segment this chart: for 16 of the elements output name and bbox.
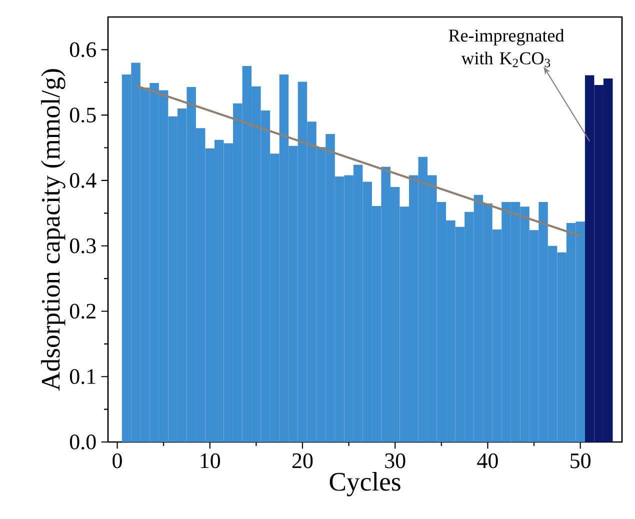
y-tick-label: 0.3 — [70, 238, 96, 254]
x-tick-label: 50 — [570, 453, 590, 468]
x-tick-label: 10 — [200, 453, 220, 468]
y-tick-label: 0.6 — [70, 42, 96, 58]
y-tick-label: 0.0 — [70, 434, 96, 450]
annotation: Re-impregnated with K$_{2}$CO$_{3}$ — [448, 29, 564, 68]
x-tick-label: 0 — [112, 453, 122, 468]
y-axis-title: Adsorption capacity (mmol/g) — [41, 69, 66, 391]
y-tick-label: 0.5 — [70, 108, 96, 123]
y-tick-label: 0.4 — [70, 172, 96, 188]
x-tick-label: 30 — [385, 453, 406, 468]
x-tick-label: 20 — [292, 453, 313, 468]
y-tick-label: 0.1 — [70, 369, 96, 384]
y-tick-label: 0.2 — [70, 304, 96, 319]
x-axis-title: Cycles — [330, 472, 400, 496]
x-tick-label: 40 — [477, 453, 498, 468]
